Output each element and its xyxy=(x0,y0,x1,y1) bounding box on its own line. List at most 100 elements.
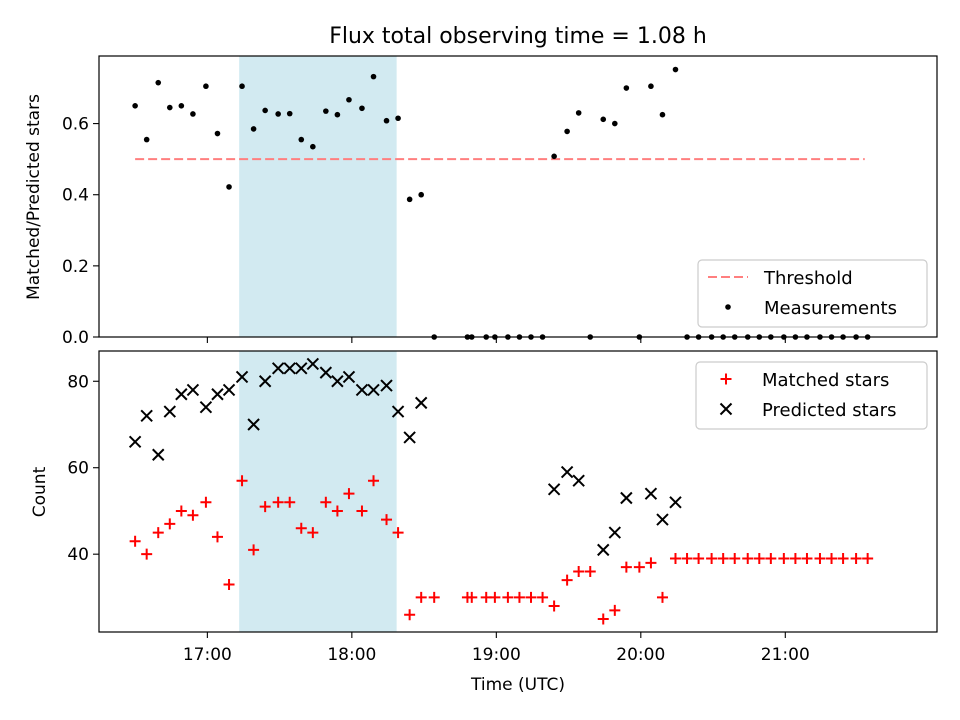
data-point xyxy=(418,191,424,198)
data-point xyxy=(560,465,574,479)
plot-frame xyxy=(98,55,938,338)
data-point xyxy=(250,126,257,132)
data-point xyxy=(331,375,344,388)
data-point xyxy=(334,111,341,118)
data-point xyxy=(801,553,813,565)
data-point xyxy=(837,553,849,565)
data-point xyxy=(623,85,630,91)
data-point xyxy=(404,609,416,621)
data-point xyxy=(143,136,150,143)
chart-title: Flux total observing time = 1.08 h xyxy=(329,24,707,49)
data-point xyxy=(235,370,249,384)
legend: Threshold Measurements xyxy=(697,259,928,328)
data-point xyxy=(620,491,633,505)
data-point xyxy=(283,362,296,375)
data-point xyxy=(175,388,188,401)
legend: Matched stars Predicted stars xyxy=(695,361,928,430)
data-point xyxy=(306,357,320,371)
data-point xyxy=(525,591,537,603)
y-tick-label: 0.0 xyxy=(62,328,89,348)
data-point xyxy=(381,514,393,526)
legend-measurements-label: Measurements xyxy=(764,298,897,319)
data-point xyxy=(466,591,478,603)
data-point xyxy=(178,102,185,109)
legend-predicted-label: Predicted stars xyxy=(762,400,896,421)
data-point xyxy=(753,553,765,565)
y-tick-label: 0.6 xyxy=(62,115,89,135)
data-point xyxy=(295,362,308,375)
y-tick-label: 0.4 xyxy=(62,186,89,206)
x-tick-label: 21:00 xyxy=(761,645,810,665)
data-point xyxy=(513,591,525,603)
data-point xyxy=(343,488,355,500)
data-point xyxy=(163,405,177,418)
data-point xyxy=(239,83,245,90)
data-point xyxy=(502,591,514,603)
data-point xyxy=(789,553,801,565)
data-point xyxy=(346,96,352,103)
data-point xyxy=(152,527,164,539)
data-point xyxy=(600,116,607,123)
data-point xyxy=(140,409,153,423)
data-point xyxy=(659,111,666,118)
data-point xyxy=(187,509,199,521)
data-point xyxy=(693,553,705,565)
data-point xyxy=(669,553,681,565)
data-point xyxy=(729,553,741,565)
data-point xyxy=(814,553,826,565)
data-point xyxy=(199,400,213,414)
data-point xyxy=(648,83,654,90)
data-point xyxy=(765,553,777,565)
plot-frame xyxy=(98,350,938,633)
data-point xyxy=(310,143,316,150)
data-point xyxy=(672,66,679,73)
data-point xyxy=(200,496,212,508)
data-point xyxy=(564,128,570,135)
data-point xyxy=(644,487,658,500)
bottom-y-axis-label: Count xyxy=(30,466,50,517)
data-point xyxy=(415,591,427,603)
data-point xyxy=(575,110,582,116)
y-tick-label: 60 xyxy=(67,459,89,479)
data-point xyxy=(850,553,862,565)
data-point xyxy=(272,496,284,508)
bottom-panel: 40 60 80 17:00 18:00 19:00 20:00 21:00 Matched s… xyxy=(67,350,938,665)
data-point xyxy=(331,505,343,517)
data-point xyxy=(211,531,223,543)
data-point xyxy=(152,448,165,461)
data-point xyxy=(323,108,329,114)
x-tick-label: 17:00 xyxy=(183,645,232,665)
y-tick-label: 0.2 xyxy=(62,257,89,277)
data-point xyxy=(656,591,668,603)
data-point xyxy=(392,527,404,539)
y-tick-label: 80 xyxy=(67,372,89,392)
data-point xyxy=(298,136,305,143)
data-point xyxy=(247,418,260,431)
data-point xyxy=(164,518,176,530)
data-point xyxy=(597,613,609,625)
data-point xyxy=(669,496,682,509)
data-point xyxy=(742,553,754,565)
data-point xyxy=(190,111,196,117)
data-point xyxy=(584,565,596,577)
data-point xyxy=(862,553,874,565)
data-point xyxy=(403,431,416,444)
shaded-span xyxy=(239,351,397,632)
legend-frame xyxy=(695,361,928,430)
data-point xyxy=(395,115,401,122)
data-point xyxy=(214,130,221,137)
legend-matched-label: Matched stars xyxy=(762,370,889,391)
data-point xyxy=(380,379,393,392)
data-point xyxy=(391,405,405,418)
data-point xyxy=(547,483,561,496)
data-point xyxy=(236,475,248,487)
legend-frame xyxy=(697,259,928,328)
shaded-span xyxy=(239,56,397,337)
data-point xyxy=(608,526,622,539)
data-point xyxy=(166,104,173,111)
data-point xyxy=(620,561,632,573)
x-axis-label: Time (UTC) xyxy=(470,675,565,695)
data-point xyxy=(258,375,272,388)
legend-marker xyxy=(720,373,732,385)
